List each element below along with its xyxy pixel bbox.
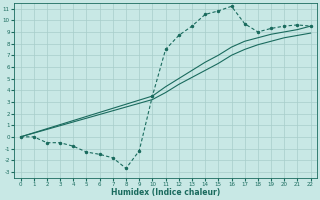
X-axis label: Humidex (Indice chaleur): Humidex (Indice chaleur) <box>111 188 220 197</box>
